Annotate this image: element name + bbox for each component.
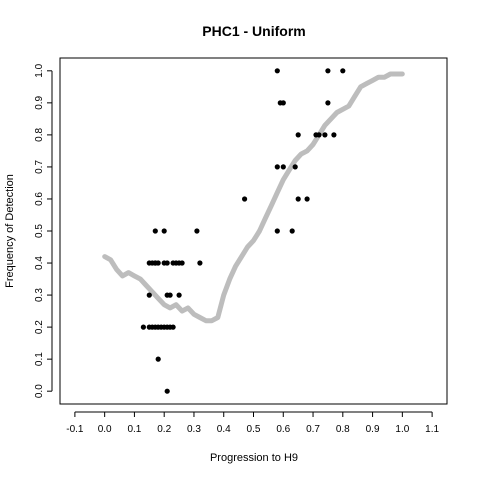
data-point — [340, 68, 345, 73]
x-tick-label: 0.9 — [366, 424, 380, 435]
x-tick-label: 0.4 — [217, 424, 231, 435]
y-tick-label: 0.9 — [34, 95, 45, 109]
y-axis-label: Frequency of Detection — [4, 174, 16, 288]
x-tick-label: 0.8 — [336, 424, 350, 435]
data-point — [296, 132, 301, 137]
x-tick-label: 0.5 — [247, 424, 261, 435]
y-tick-label: 0.7 — [34, 160, 45, 174]
data-point — [177, 293, 182, 298]
x-tick-label: 0.0 — [98, 424, 112, 435]
smooth-series — [105, 74, 403, 321]
data-point — [322, 132, 327, 137]
y-tick-label: 0.4 — [34, 256, 45, 270]
x-tick-label: 1.1 — [425, 424, 439, 435]
data-point — [168, 293, 173, 298]
data-point — [325, 68, 330, 73]
y-tick-label: 0.0 — [34, 384, 45, 398]
data-point — [156, 357, 161, 362]
x-tick-label: 0.7 — [306, 424, 320, 435]
y-tick-label: 0.3 — [34, 288, 45, 302]
data-point — [194, 228, 199, 233]
x-tick-label: -0.1 — [66, 424, 84, 435]
plot-frame — [60, 58, 447, 404]
data-point — [275, 164, 280, 169]
data-point — [153, 260, 158, 265]
data-point — [275, 68, 280, 73]
data-point — [242, 196, 247, 201]
data-point — [281, 100, 286, 105]
y-tick-label: 1.0 — [34, 63, 45, 77]
x-tick-label: 0.1 — [127, 424, 141, 435]
x-axis: -0.1 0.0 0.1 0.2 0.3 0.4 0.5 0.6 0.7 0.8 0.9 1.0 1.1 — [66, 412, 439, 435]
y-tick-label: 0.6 — [34, 192, 45, 206]
data-point — [141, 325, 146, 330]
data-point — [147, 293, 152, 298]
data-point — [281, 164, 286, 169]
data-point — [275, 228, 280, 233]
x-axis-label: Progression to H9 — [210, 452, 298, 464]
data-point — [162, 228, 167, 233]
data-point — [165, 260, 170, 265]
data-point — [296, 196, 301, 201]
data-point — [197, 260, 202, 265]
y-tick-label: 0.1 — [34, 352, 45, 366]
y-axis: 0.0 0.1 0.2 0.3 0.4 0.5 0.6 0.7 0.8 0.9 1.0 — [34, 63, 52, 398]
x-tick-label: 0.6 — [276, 424, 290, 435]
y-tick-label: 0.8 — [34, 128, 45, 142]
data-point — [316, 132, 321, 137]
x-tick-label: 0.2 — [157, 424, 171, 435]
data-point — [290, 228, 295, 233]
smooth-line — [105, 74, 403, 321]
data-point — [293, 164, 298, 169]
data-point — [331, 132, 336, 137]
data-point — [325, 100, 330, 105]
data-point — [180, 260, 185, 265]
data-point — [153, 228, 158, 233]
y-tick-label: 0.5 — [34, 224, 45, 238]
data-point — [305, 196, 310, 201]
x-tick-label: 0.3 — [187, 424, 201, 435]
data-point — [171, 325, 176, 330]
chart-title: PHC1 - Uniform — [202, 23, 305, 39]
points-series — [141, 68, 346, 394]
x-tick-label: 1.0 — [395, 424, 409, 435]
y-tick-label: 0.2 — [34, 320, 45, 334]
data-point — [165, 389, 170, 394]
